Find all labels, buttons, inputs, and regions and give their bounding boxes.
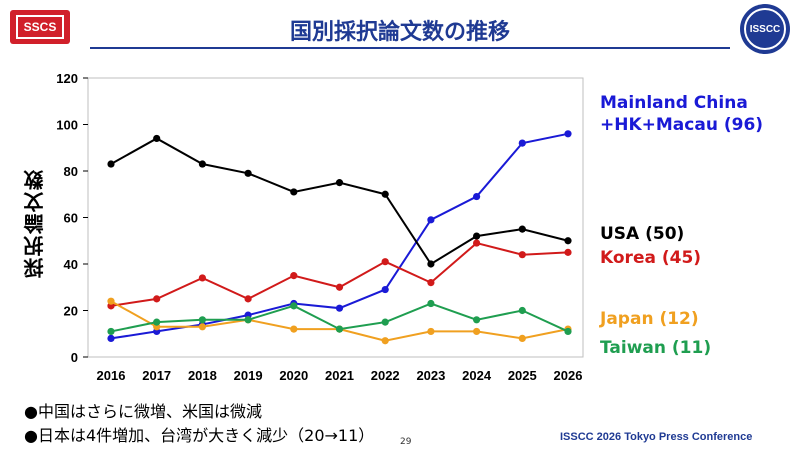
x-tick-label: 2025 [508,368,537,383]
data-point [381,258,389,266]
data-point [564,327,572,336]
data-point [381,318,389,326]
data-point [198,316,206,324]
y-tick-label: 80 [64,164,78,179]
data-point [107,334,115,342]
data-point [473,192,481,201]
data-point [153,318,161,326]
data-point [198,323,206,331]
data-point [473,232,481,240]
data-point [381,285,389,294]
x-tick-label: 2020 [279,368,308,383]
x-tick-label: 2023 [416,368,445,383]
data-point [518,334,526,342]
sscs-logo: SSCS [10,10,70,44]
data-point [198,274,206,282]
page-title: 国別採択論文数の推移 [289,20,510,45]
x-tick-label: 2024 [462,368,492,383]
legend-usa: USA (50) [600,224,685,244]
data-point [107,297,115,305]
data-point [244,316,252,324]
title-divider [90,47,730,49]
data-point [473,327,481,336]
isscc-logo-text: ISSCC [744,8,786,50]
data-point [335,325,344,333]
data-point [335,304,344,312]
x-tick-label: 2016 [97,368,126,383]
x-tick-label: 2022 [371,368,400,383]
data-point [244,169,252,177]
y-tick-label: 0 [71,350,78,365]
y-axis: 0 20 40 60 80 100 120 [56,71,88,365]
data-point [153,134,161,143]
y-tick-label: 40 [64,257,78,272]
data-point [473,316,481,324]
data-point [564,130,572,138]
series-line [110,137,569,266]
data-point [473,239,481,247]
data-point [381,337,389,345]
legend-china: Mainland China +HK+Macau (96) [600,93,764,135]
data-point [518,225,526,233]
x-tick-label: 2017 [142,368,171,383]
x-tick-label: 2018 [188,368,217,383]
data-point [107,160,115,168]
data-point [290,325,298,333]
isscc-logo: ISSCC [740,4,790,54]
x-tick-label: 2019 [234,368,263,383]
footer-conference: ISSCC 2026 Tokyo Press Conference [560,431,753,443]
data-point [290,188,298,196]
data-point [381,190,389,198]
bullet-china-usa: ●中国はさらに微増、米国は微減 [24,402,262,421]
data-point [290,302,298,310]
series-line [110,241,569,307]
data-point [564,248,572,256]
data-point [427,279,435,287]
y-tick-label: 120 [56,71,78,86]
data-point [518,251,526,259]
data-point [335,179,344,187]
data-point [290,272,298,280]
data-point [335,283,344,291]
data-point [518,306,526,315]
y-tick-label: 60 [64,211,78,226]
data-point [107,327,115,336]
y-tick-label: 100 [56,118,78,133]
data-point [427,216,435,224]
y-axis-label: 採択論文数 [23,168,47,278]
data-point [427,260,435,268]
x-axis: 2016 2017 2018 2019 2020 2021 2022 2023 2024 2025… [97,368,583,383]
plot-area-frame [87,77,584,358]
x-tick-label: 2026 [554,368,583,383]
data-point [518,139,526,147]
bullet-japan-taiwan: ●日本は4件増加、台湾が大きく減少（20→11） [24,426,375,445]
data-point [427,299,435,308]
data-point [244,295,252,303]
legend-korea: Korea (45) [600,248,702,268]
data-point [427,327,435,336]
sscs-logo-text: SSCS [16,15,64,39]
series-layer [107,130,572,345]
data-point [198,160,206,168]
data-point [564,237,572,245]
legend-japan: Japan (12) [600,309,699,329]
x-tick-label: 2021 [325,368,354,383]
page-number: 29 [400,437,412,447]
y-tick-label: 20 [64,304,78,319]
legend-taiwan: Taiwan (11) [600,338,712,358]
data-point [153,295,161,303]
